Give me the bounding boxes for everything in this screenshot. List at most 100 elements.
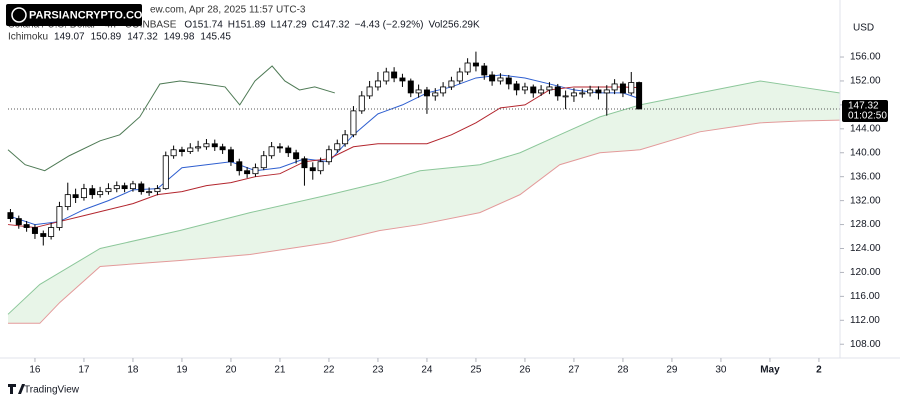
y-tick-label: 128.00 xyxy=(850,219,881,230)
candle-body xyxy=(56,206,63,228)
candle-body xyxy=(432,92,439,97)
candle-body xyxy=(587,89,594,94)
candle-body xyxy=(317,161,324,172)
candle-body xyxy=(236,161,243,172)
x-tick-label: 17 xyxy=(78,365,90,376)
candle-body xyxy=(423,89,430,97)
watermark-logo xyxy=(11,7,27,23)
candle-body xyxy=(489,74,496,82)
candle-body xyxy=(407,80,414,94)
ichimoku-line xyxy=(7,80,841,315)
candle-body xyxy=(554,86,561,97)
countdown: 01:02:50 xyxy=(848,111,887,122)
x-tick-label: 26 xyxy=(519,365,531,376)
candle-body xyxy=(636,82,643,110)
ohlc-label: −4.43 (−2.92%) xyxy=(355,20,424,31)
brand: TradingView xyxy=(8,384,80,396)
candle-body xyxy=(628,82,635,94)
candle-body xyxy=(146,191,153,194)
x-tick-label: 24 xyxy=(421,365,433,376)
candle-body xyxy=(497,77,504,82)
candle-body xyxy=(170,149,177,157)
candle-body xyxy=(72,194,79,199)
ohlc-label: Vol256.29K xyxy=(429,20,480,31)
candle-body xyxy=(293,152,300,160)
candle-body xyxy=(23,224,30,228)
x-tick-label: 19 xyxy=(176,365,188,376)
indicator-value: 147.32 xyxy=(127,32,158,43)
x-tick-label: 28 xyxy=(617,365,629,376)
candle-body xyxy=(562,95,569,98)
candle-body xyxy=(15,218,22,225)
indicator-name: Ichimoku xyxy=(8,32,48,43)
indicator-value: 145.45 xyxy=(200,32,231,43)
x-tick-label: 21 xyxy=(274,365,286,376)
price-label: 147.32 xyxy=(848,101,879,112)
candle-body xyxy=(440,86,447,94)
ichimoku-cloud xyxy=(8,80,840,324)
candle-body xyxy=(301,158,308,169)
candle-body xyxy=(448,80,455,88)
ohlc-label: C147.32 xyxy=(312,20,350,31)
candle-body xyxy=(309,167,316,172)
x-tick-label: 30 xyxy=(715,365,727,376)
candle-body xyxy=(570,92,577,97)
ohlc-label: O151.74 xyxy=(184,20,223,31)
brand-logo xyxy=(8,384,25,394)
y-tick-label: 132.00 xyxy=(850,195,881,206)
candle-body xyxy=(121,185,128,190)
candle-body xyxy=(227,149,234,163)
candle-body xyxy=(64,194,71,208)
x-tick-label: 25 xyxy=(470,365,482,376)
candle-body xyxy=(579,92,586,95)
candle-body xyxy=(252,167,259,175)
brand-name: TradingView xyxy=(24,385,80,396)
candle-body xyxy=(276,146,283,149)
source: ew.com, Apr 28, 2025 11:57 UTC-3 xyxy=(150,5,306,16)
candle-body xyxy=(530,86,537,94)
x-tick-label: May xyxy=(760,365,780,376)
candle-body xyxy=(203,143,210,148)
y-tick-label: 116.00 xyxy=(850,291,880,302)
watermark-text: PARSIANCRYPTO.COM xyxy=(29,9,152,21)
candle-body xyxy=(97,191,104,196)
candle-body xyxy=(162,155,169,190)
candle-body xyxy=(138,183,145,193)
y-tick-label: 108.00 xyxy=(850,339,881,350)
ohlc-label: H151.89 xyxy=(228,20,266,31)
candle-body xyxy=(154,188,161,193)
candle-body xyxy=(187,147,194,152)
candle-body xyxy=(456,71,463,82)
x-tick-label: 20 xyxy=(225,365,237,376)
candle-body xyxy=(481,65,488,76)
x-tick-label: 16 xyxy=(29,365,41,376)
y-tick-label: 120.00 xyxy=(850,267,881,278)
indicator-value: 149.98 xyxy=(164,32,195,43)
candle-body xyxy=(619,83,626,94)
candle-body xyxy=(366,86,373,97)
candle-body xyxy=(383,71,390,82)
candle-body xyxy=(546,86,553,91)
watermark: PARSIANCRYPTO.COM xyxy=(6,4,152,26)
candle-body xyxy=(521,86,528,91)
candle-body xyxy=(358,95,365,112)
ichimoku-line xyxy=(7,65,335,172)
candle-body xyxy=(7,212,14,219)
y-tick-label: 156.00 xyxy=(850,52,881,63)
candle-body xyxy=(113,185,120,190)
candle-body xyxy=(374,80,381,88)
candle-body xyxy=(89,188,96,196)
candle-body xyxy=(219,146,226,151)
y-tick-label: 152.00 xyxy=(850,76,881,87)
plot-area xyxy=(7,51,841,324)
x-tick-label: 23 xyxy=(372,365,384,376)
candle-body xyxy=(105,188,112,193)
candle-body xyxy=(415,89,422,94)
ichimoku-line xyxy=(8,119,841,324)
ohlc-label: L147.29 xyxy=(271,20,308,31)
x-tick-label: 29 xyxy=(666,365,678,376)
x-tick-label: 22 xyxy=(323,365,335,376)
candle-body xyxy=(195,146,202,149)
